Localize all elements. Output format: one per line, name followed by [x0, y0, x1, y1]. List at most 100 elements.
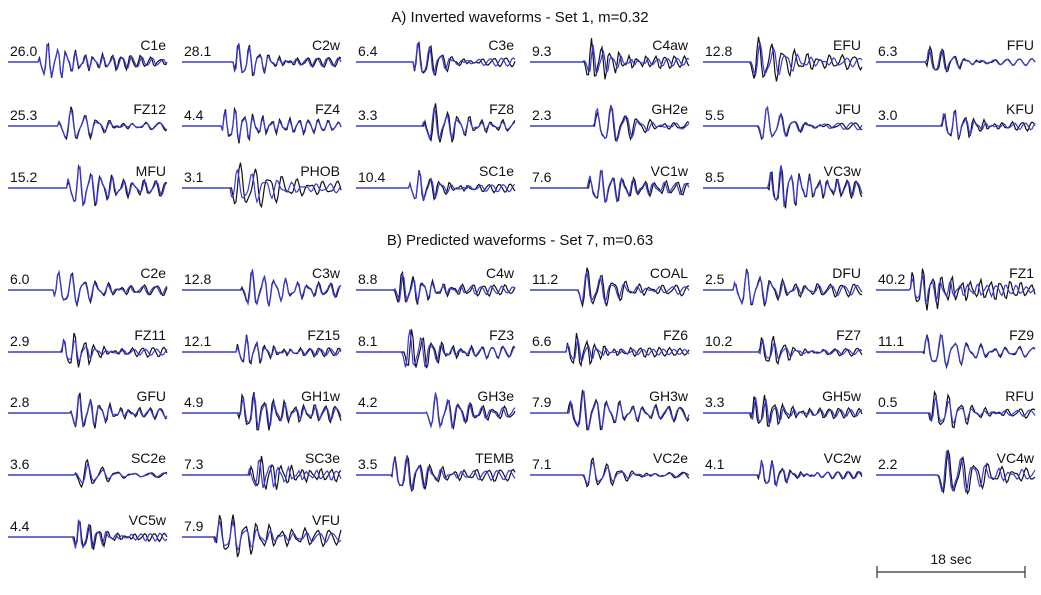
amplitude: 4.1 [705, 456, 725, 472]
waveform-synthetic [703, 338, 863, 359]
station: GH3w [649, 388, 689, 404]
waveform-synthetic [703, 459, 863, 488]
waveform-synthetic [182, 459, 342, 489]
waveform-synthetic [876, 112, 1036, 139]
station: GH3e [477, 388, 514, 404]
station: JFU [835, 101, 861, 117]
waveform-synthetic [356, 43, 516, 77]
waveform-synthetic [182, 269, 342, 307]
amplitude: 6.6 [532, 333, 552, 349]
station: FFU [1007, 37, 1034, 53]
station: FZ3 [489, 327, 514, 343]
station: DFU [832, 265, 861, 281]
station: MFU [136, 163, 166, 179]
waveform-synthetic [530, 104, 690, 143]
amplitude: 3.6 [10, 456, 30, 472]
amplitude: 3.3 [705, 394, 725, 410]
amplitude: 4.2 [358, 394, 378, 410]
waveform-synthetic [530, 460, 690, 485]
waveform-synthetic [530, 338, 690, 361]
waveform-synthetic [703, 41, 863, 78]
waveform-synthetic [356, 170, 516, 202]
amplitude: 11.2 [532, 271, 558, 287]
waveform-synthetic [703, 270, 863, 304]
station: COAL [650, 265, 688, 281]
waveform-synthetic [876, 274, 1036, 305]
waveform-synthetic [182, 394, 342, 430]
amplitude: 8.5 [705, 169, 725, 185]
waveform-synthetic [8, 166, 168, 206]
amplitude: 6.4 [358, 43, 378, 59]
amplitude: 10.4 [358, 169, 385, 185]
waveform-synthetic [182, 169, 342, 204]
amplitude: 25.3 [10, 107, 37, 123]
station: SC3e [305, 450, 340, 466]
amplitude: 6.3 [878, 43, 898, 59]
waveform-synthetic [8, 394, 168, 428]
station: FZ6 [663, 327, 688, 343]
amplitude: 3.3 [358, 107, 378, 123]
station: VC2e [653, 450, 688, 466]
amplitude: 7.9 [532, 394, 552, 410]
station: C3e [488, 37, 514, 53]
station: EFU [833, 37, 861, 53]
station: SC2e [131, 450, 166, 466]
waveform-synthetic [876, 48, 1036, 72]
amplitude: 2.9 [10, 333, 30, 349]
amplitude: 12.8 [184, 271, 211, 287]
station: VC3w [824, 163, 862, 179]
amplitude: 2.2 [878, 456, 898, 472]
amplitude: 5.5 [705, 107, 725, 123]
station: PHOB [300, 163, 340, 179]
amplitude: 2.8 [10, 394, 30, 410]
station: C2w [312, 37, 341, 53]
waveform-synthetic [182, 336, 342, 362]
waveform-synthetic [703, 397, 863, 426]
waveform-synthetic [8, 463, 168, 484]
waveform-synthetic [530, 44, 690, 74]
waveform-synthetic [8, 519, 168, 550]
waveform-synthetic [530, 169, 690, 204]
scale-label: 18 sec [930, 551, 971, 567]
waveform-synthetic [8, 339, 168, 363]
station: GH1w [301, 388, 341, 404]
amplitude: 10.2 [705, 333, 732, 349]
station: GH5w [822, 388, 862, 404]
station: FZ11 [134, 327, 166, 343]
amplitude: 12.8 [705, 43, 732, 59]
station: FZ15 [307, 327, 340, 343]
station: FZ9 [1009, 327, 1034, 343]
waveform-synthetic [8, 108, 168, 138]
amplitude: 2.5 [705, 271, 725, 287]
waveform-synthetic [876, 450, 1036, 493]
waveform-synthetic [876, 333, 1036, 369]
amplitude: 8.1 [358, 333, 378, 349]
amplitude: 12.1 [184, 333, 211, 349]
waveform-synthetic [876, 396, 1036, 425]
station: TEMB [475, 450, 514, 466]
station: C2e [140, 265, 166, 281]
waveform-synthetic [8, 270, 168, 305]
station: GFU [136, 388, 166, 404]
amplitude: 40.2 [878, 271, 905, 287]
amplitude: 2.3 [532, 107, 552, 123]
station: GH2e [651, 101, 688, 117]
waveform-synthetic [356, 392, 516, 430]
station: C1e [140, 37, 166, 53]
station: FZ1 [1009, 265, 1034, 281]
amplitude: 7.3 [184, 456, 204, 472]
station: VC1w [651, 163, 689, 179]
amplitude: 8.8 [358, 271, 378, 287]
station: FZ7 [836, 327, 861, 343]
amplitude: 4.4 [184, 107, 204, 123]
station: C4w [486, 265, 515, 281]
station: FZ12 [133, 101, 166, 117]
waveform-synthetic [703, 106, 863, 139]
station: VFU [312, 512, 340, 528]
waveform-synthetic [703, 165, 863, 208]
waveform-synthetic [356, 107, 516, 141]
section-title: A) Inverted waveforms - Set 1, m=0.32 [391, 9, 648, 26]
amplitude: 7.6 [532, 169, 552, 185]
station: VC5w [129, 512, 167, 528]
